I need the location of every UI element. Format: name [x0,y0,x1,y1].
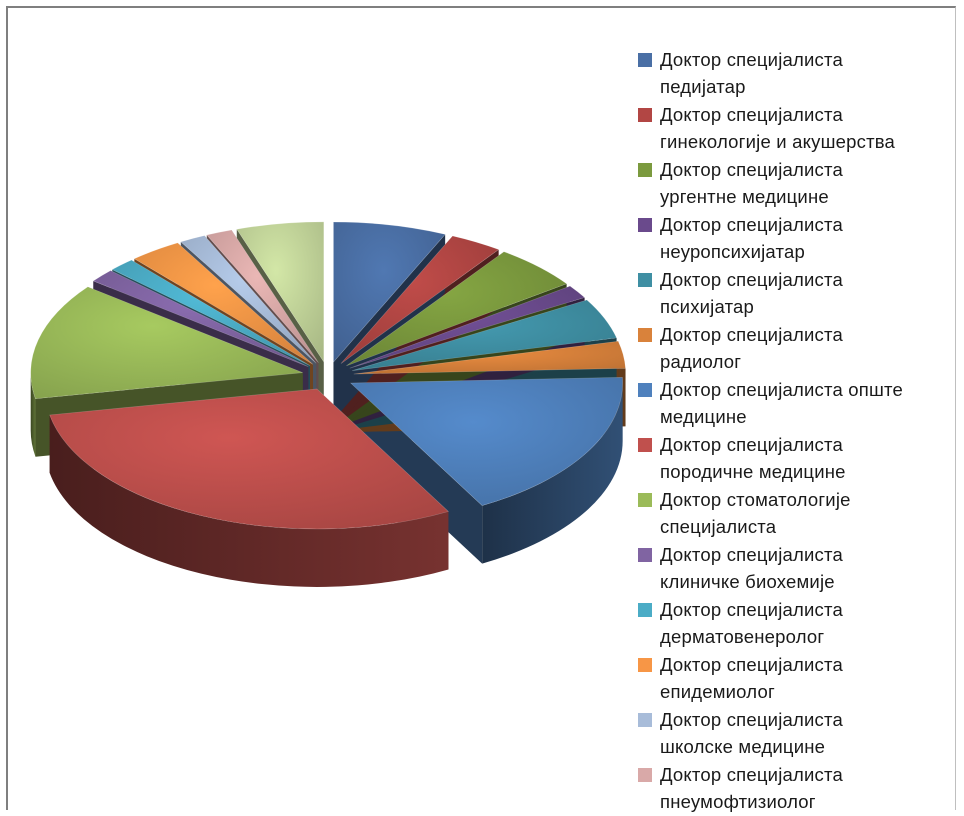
pie-slice-0 [333,221,446,363]
legend-label: педијатар [660,76,746,97]
pie-slice-9 [92,270,309,367]
legend-label: радиолог [660,351,742,372]
legend-swatch [638,548,652,562]
legend-swatch [638,768,652,782]
legend-label: Доктор специјалиста [660,544,843,565]
pie-slice-14 [236,221,325,363]
legend-label: пнеумофтизиолог [660,791,816,812]
legend-item: Доктор специјалиста школске медицине [636,706,964,761]
legend-swatch [638,53,652,67]
legend-swatch [638,658,652,672]
legend-item: Доктор специјалиста ургентне медицине [636,156,964,211]
legend-label: Доктор специјалиста [660,599,843,620]
pie-slice-7 [49,388,450,530]
legend-label: Доктор специјалиста [660,49,843,70]
legend-label: ургентне медицине [660,186,829,207]
legend-swatch [638,218,652,232]
legend-label: Доктор специјалиста [660,159,843,180]
legend-swatch [638,603,652,617]
legend-item: Доктор специјалиста опште медицине [636,376,964,431]
legend-label: клиничке биохемије [660,571,835,592]
legend-swatch [638,713,652,727]
legend-item: Доктор специјалиста неуропсихијатар [636,211,964,266]
legend-label: Доктор специјалиста [660,324,843,345]
legend-label: Доктор специјалиста [660,269,843,290]
legend: Доктор специјалиста педијатар Доктор специ… [636,46,964,816]
pie-slice-5 [353,340,626,375]
legend-label: медицине [660,406,747,427]
legend-label: Доктор специјалиста [660,104,843,125]
pie-slice-1 [340,235,500,364]
legend-swatch [638,383,652,397]
legend-swatch [638,328,652,342]
pie-slice-side-7 [49,414,449,587]
legend-swatch [638,493,652,507]
pie-slice-side-8 [30,372,36,457]
legend-label: психијатар [660,296,755,317]
legend-item: Доктор стоматологије специјалиста [636,486,964,541]
legend-item: Доктор специјалиста породичне медицине [636,431,964,486]
legend-item: Доктор специјалиста гинекологије и акушер… [636,101,964,156]
legend-label: Доктор специјалиста [660,764,843,785]
chart-frame: Доктор специјалиста педијатар Доктор специ… [6,6,956,812]
legend-label: Доктор специјалиста [660,709,843,730]
legend-label: специјалиста [660,516,777,537]
pie-slice-12 [180,235,317,364]
legend-swatch [638,273,652,287]
legend-label: неуропсихијатар [660,241,805,262]
legend-label: дерматовенеролог [660,626,825,647]
legend-label: гинекологије и акушерства [660,131,896,152]
pie-chart [30,221,626,587]
pie-slice-10 [111,259,311,366]
legend-label: Доктор специјалиста [660,214,843,235]
legend-item: Доктор специјалиста епидемиолог [636,651,964,706]
legend-item: Доктор специјалиста радиолог [636,321,964,376]
legend-item: Доктор специјалиста пнеумофтизиолог [636,761,964,816]
legend-swatch [638,108,652,122]
legend-label: Доктор специјалиста [660,654,843,675]
pie-slice-6 [349,377,623,506]
legend-label: школске медицине [660,736,826,757]
pie-slice-2 [346,251,568,367]
legend-item: Доктор специјалиста психијатар [636,266,964,321]
pie-slice-3 [349,285,586,369]
legend-label: Доктор специјалиста опште [660,379,903,400]
legend-item: Доктор специјалиста дерматовенеролог [636,596,964,651]
pie-slice-side-6 [482,383,623,564]
pie-slice-11 [133,242,314,365]
legend-label: Доктор стоматологије [660,489,851,510]
legend-label: епидемиолог [660,681,775,702]
legend-swatch [638,163,652,177]
legend-label: Доктор специјалиста [660,434,843,455]
legend-item: Доктор специјалиста клиничке биохемије [636,541,964,596]
legend-label: породичне медицине [660,461,846,482]
legend-swatch [638,438,652,452]
legend-item: Доктор специјалиста педијатар [636,46,964,101]
pie-slice-8 [30,286,303,400]
pie-slice-4 [352,299,618,371]
pie-slice-13 [206,229,319,363]
